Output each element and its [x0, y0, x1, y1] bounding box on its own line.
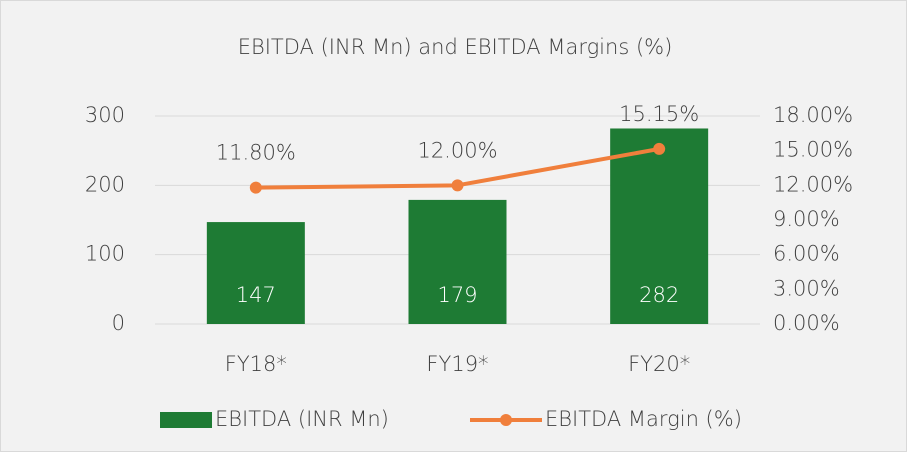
y-tick-label: 200 [85, 172, 125, 196]
line-value-label: 11.80% [216, 141, 296, 165]
y2-tick-label: 3.00% [773, 276, 840, 300]
line-point [249, 181, 262, 194]
bar [610, 128, 709, 324]
y-tick-label: 300 [85, 103, 125, 127]
bar [206, 222, 305, 324]
y2-tick-label: 18.00% [773, 103, 853, 127]
line-point [451, 179, 464, 192]
line-point [653, 142, 666, 155]
line-value-label: 15.15% [619, 102, 699, 126]
line-value-label: 12.00% [417, 138, 497, 162]
bar-value-label: 147 [236, 283, 276, 307]
x-tick-label: FY19* [426, 352, 488, 376]
bar-value-label: 282 [639, 283, 679, 307]
bar-value-label: 179 [437, 283, 477, 307]
legend-label: EBITDA (INR Mn) [215, 407, 389, 431]
chart-title: EBITDA (INR Mn) and EBITDA Margins (%) [238, 35, 673, 59]
x-tick-label: FY20* [628, 352, 690, 376]
y-tick-label: 0 [112, 311, 125, 335]
y2-tick-label: 9.00% [773, 207, 840, 231]
legend-label: EBITDA Margin (%) [545, 407, 742, 431]
legend-swatch-point [500, 414, 512, 426]
bar [408, 199, 507, 324]
x-tick-label: FY18* [225, 352, 287, 376]
y2-tick-label: 0.00% [773, 311, 840, 335]
y-tick-label: 100 [85, 242, 125, 266]
y2-tick-label: 6.00% [773, 242, 840, 266]
legend-swatch [160, 412, 212, 428]
y2-tick-label: 12.00% [773, 172, 853, 196]
y2-tick-label: 15.00% [773, 138, 853, 162]
